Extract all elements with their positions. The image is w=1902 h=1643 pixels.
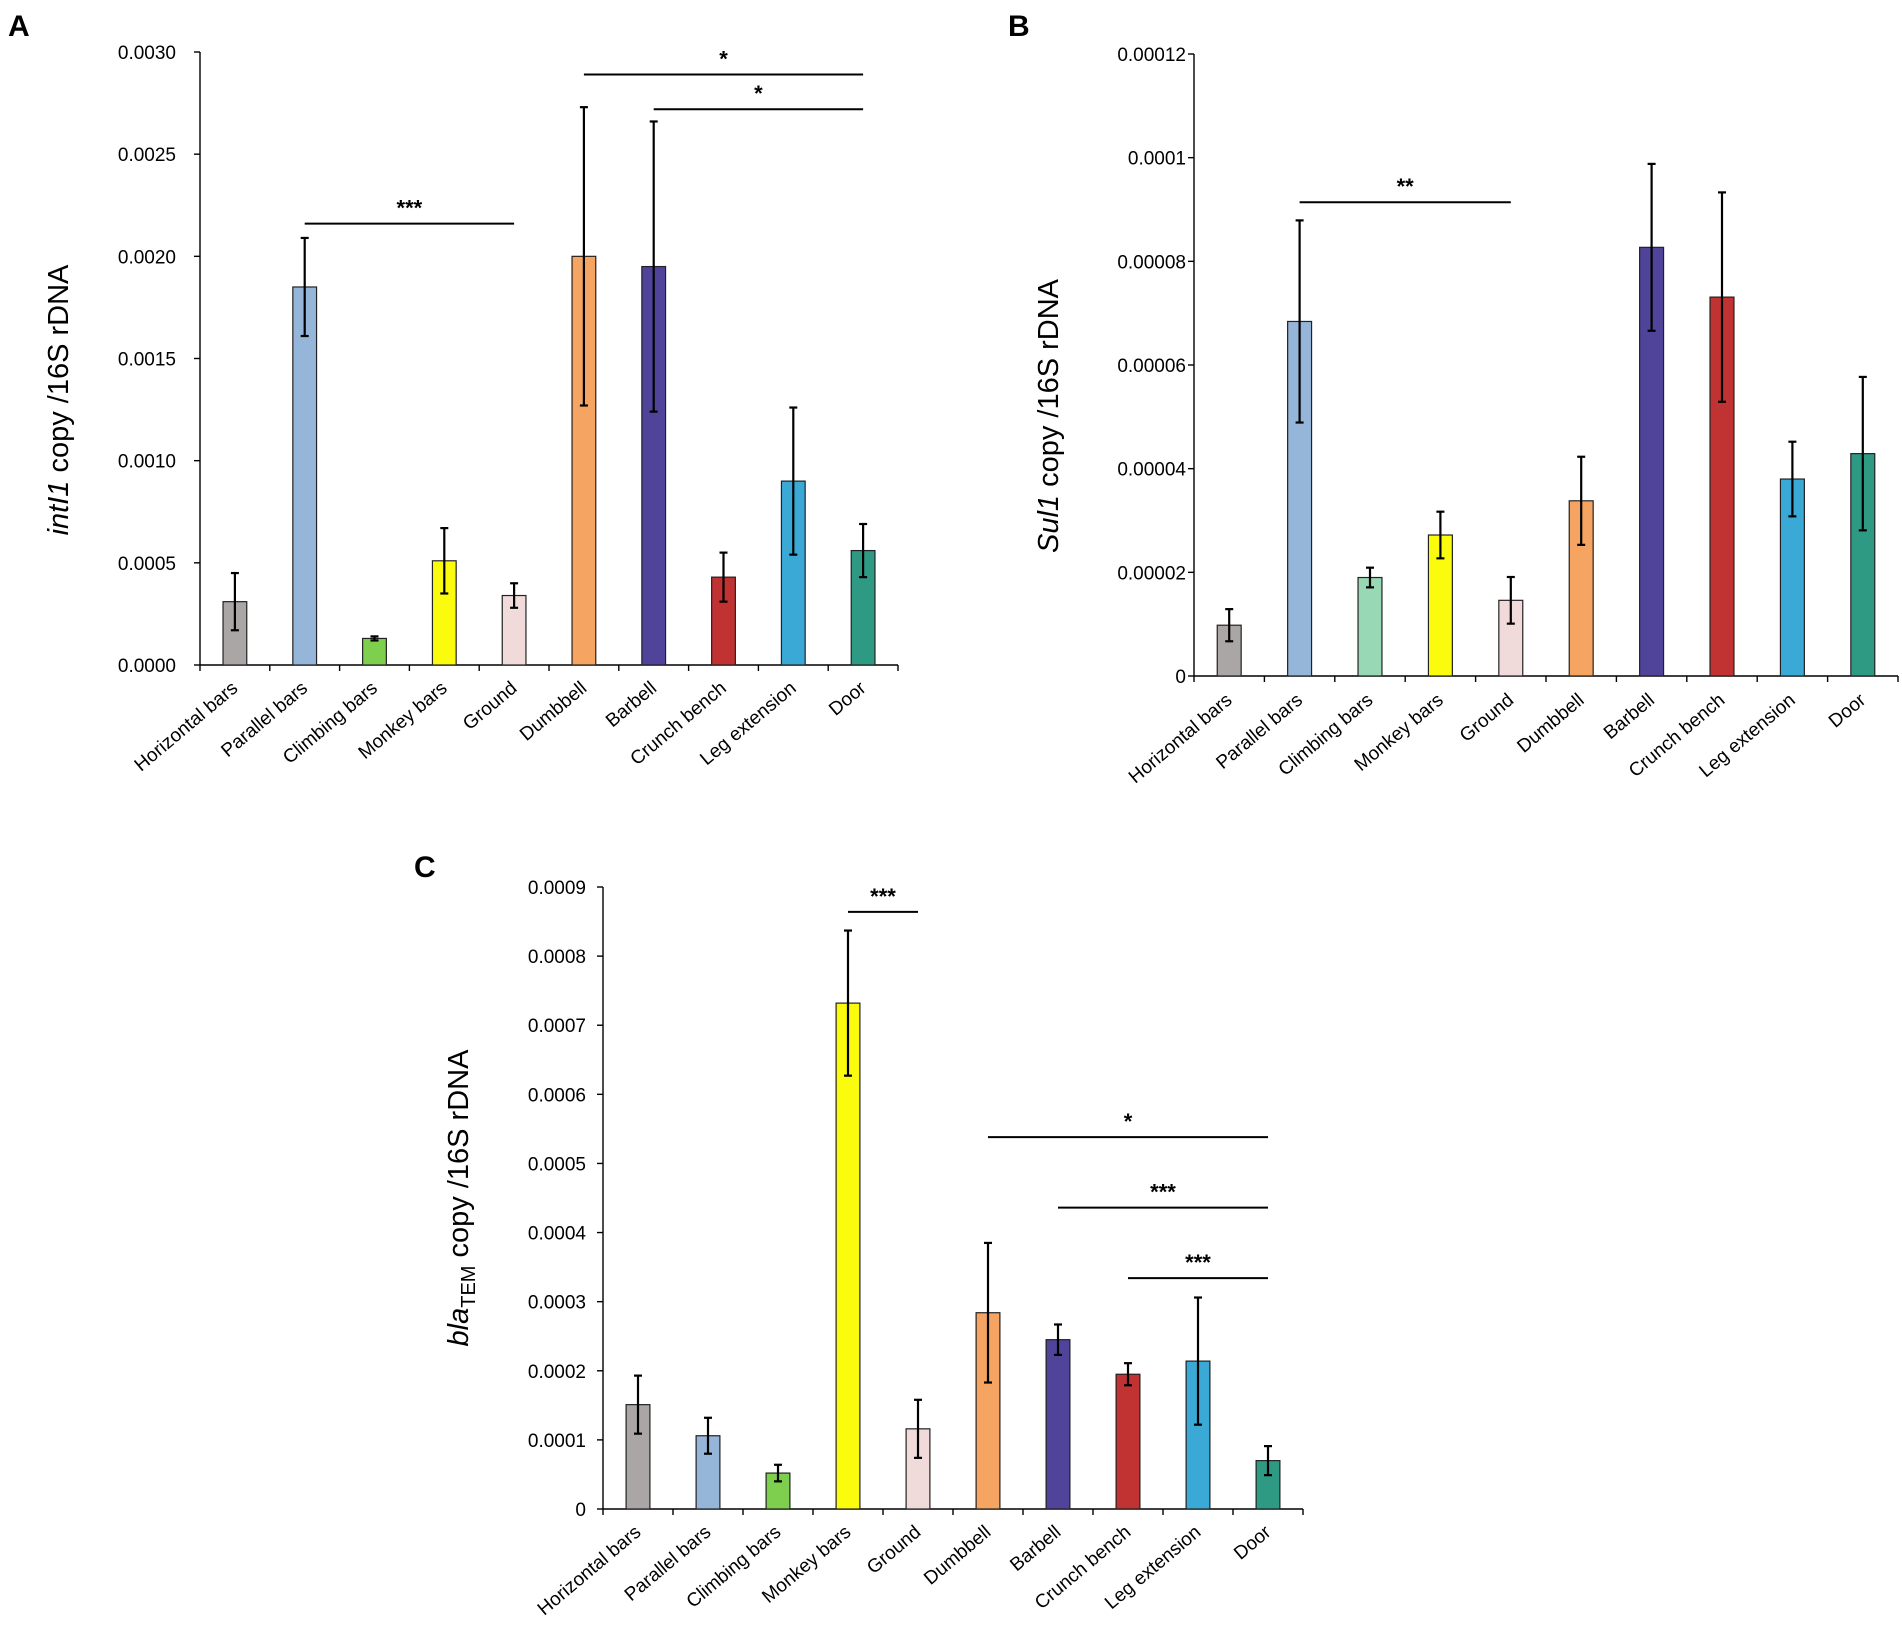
panel-a-ylabel-rest: copy /16S rDNA bbox=[43, 264, 75, 481]
panel-c-bar bbox=[1115, 1373, 1141, 1510]
panel-b-category-label: Horizontal bars bbox=[1125, 690, 1236, 788]
panel-a-chart: A intI1 copy /16S rDNA 0.0000 0.0005 0.001… bbox=[8, 10, 899, 776]
panel-b-y-tick-label: 0.00004 bbox=[1117, 460, 1186, 481]
panel-a-category-label: Barbell bbox=[602, 678, 661, 732]
panel-a-label: A bbox=[8, 10, 30, 43]
panel-b-category-label: Barbell bbox=[1600, 690, 1659, 744]
panel-b-ylabel-gene: Sul1 bbox=[1033, 495, 1065, 553]
panel-b-significance-label: ** bbox=[1397, 174, 1415, 199]
panel-c-y-axis-label: blaTEM copy /16S rDNA bbox=[443, 1049, 480, 1347]
panel-b-category-label: Dumbbell bbox=[1513, 690, 1588, 758]
panel-c-bar bbox=[1045, 1339, 1071, 1510]
panel-c-label: C bbox=[414, 851, 436, 884]
panel-a-y-tick-label: 0.0005 bbox=[118, 554, 176, 575]
panel-b-category-label: Ground bbox=[1456, 690, 1518, 747]
panel-c-category-label: Dumbbell bbox=[920, 1522, 995, 1590]
panel-c-y-tick-label: 0.0008 bbox=[528, 947, 586, 968]
panel-c-bar bbox=[835, 1002, 861, 1510]
panel-a-category-label: Ground bbox=[459, 678, 521, 735]
panel-c-y-tick-label: 0.0009 bbox=[528, 878, 586, 899]
panel-a-significance-label: * bbox=[719, 46, 728, 71]
panel-c-y-tick-label: 0.0002 bbox=[528, 1362, 586, 1383]
panel-a-y-axis-label: intI1 copy /16S rDNA bbox=[43, 264, 75, 535]
panel-c-significance-label: *** bbox=[870, 884, 896, 909]
panel-a-ylabel-gene: intI1 bbox=[43, 481, 75, 536]
panel-c-category-label: Horizontal bars bbox=[534, 1522, 645, 1620]
panel-c-chart: C blaTEM copy /16S rDNA 0 0.0001 0.0002 0.0… bbox=[414, 851, 1304, 1620]
panel-a-y-tick-label: 0.0030 bbox=[118, 43, 176, 64]
panel-b-label: B bbox=[1008, 10, 1030, 43]
panel-a-significance-label: * bbox=[754, 81, 763, 106]
panel-a-category-label: Door bbox=[825, 677, 871, 720]
panel-c-significance-label: *** bbox=[1185, 1250, 1211, 1275]
panel-a-bar bbox=[362, 637, 387, 666]
panel-b-ylabel-rest: copy /16S rDNA bbox=[1033, 278, 1065, 495]
panel-a-y-tick-label: 0.0000 bbox=[118, 656, 176, 677]
panel-b-bar bbox=[1357, 576, 1383, 677]
panel-a-y-tick-label: 0.0025 bbox=[118, 145, 176, 166]
panel-b-y-tick-label: 0.00008 bbox=[1117, 252, 1186, 273]
panel-c-significance-label: *** bbox=[1150, 1180, 1176, 1205]
panel-b-y-tick-label: 0.00012 bbox=[1117, 45, 1186, 66]
panel-c-ylabel-sub: TEM bbox=[458, 1266, 480, 1308]
panel-b-y-tick-label: 0.00006 bbox=[1117, 356, 1186, 377]
panel-c-y-tick-label: 0.0006 bbox=[528, 1085, 586, 1106]
panel-b-y-tick-label: 0.0001 bbox=[1128, 149, 1186, 170]
panel-c-y-tick-label: 0 bbox=[575, 1500, 586, 1521]
panel-c-category-label: Barbell bbox=[1006, 1522, 1065, 1576]
panel-c-y-tick-label: 0.0004 bbox=[528, 1224, 587, 1245]
panel-c-y-tick-label: 0.0003 bbox=[528, 1293, 586, 1314]
panel-c-significance-label: * bbox=[1124, 1109, 1133, 1134]
panel-a-category-label: Horizontal bars bbox=[131, 678, 242, 776]
panel-b-category-label: Door bbox=[1825, 689, 1871, 732]
panel-a-y-tick-label: 0.0020 bbox=[118, 247, 176, 268]
panel-b-chart: B Sul1 copy /16S rDNA 0 0.00002 0.00004 0.0… bbox=[1008, 10, 1899, 788]
panel-b-y-tick-label: 0 bbox=[1175, 667, 1186, 688]
panel-c-ylabel-rest: copy /16S rDNA bbox=[443, 1049, 475, 1266]
panel-c-ylabel-gene: bla bbox=[443, 1308, 475, 1347]
panel-c-category-label: Door bbox=[1230, 1521, 1276, 1564]
panel-c-y-tick-label: 0.0001 bbox=[528, 1431, 586, 1452]
panel-a-y-tick-label: 0.0010 bbox=[118, 452, 176, 473]
panel-b-y-axis-label: Sul1 copy /16S rDNA bbox=[1033, 278, 1065, 553]
panel-b-y-tick-label: 0.00002 bbox=[1117, 563, 1186, 584]
panel-c-y-tick-label: 0.0005 bbox=[528, 1154, 586, 1175]
panel-a-bar bbox=[292, 286, 318, 666]
panel-a-significance-label: *** bbox=[397, 196, 423, 221]
panel-c-category-label: Ground bbox=[863, 1522, 925, 1579]
panel-c-y-tick-label: 0.0007 bbox=[528, 1016, 586, 1037]
panel-a-y-tick-label: 0.0015 bbox=[118, 350, 176, 371]
panel-a-category-label: Dumbbell bbox=[516, 678, 591, 746]
